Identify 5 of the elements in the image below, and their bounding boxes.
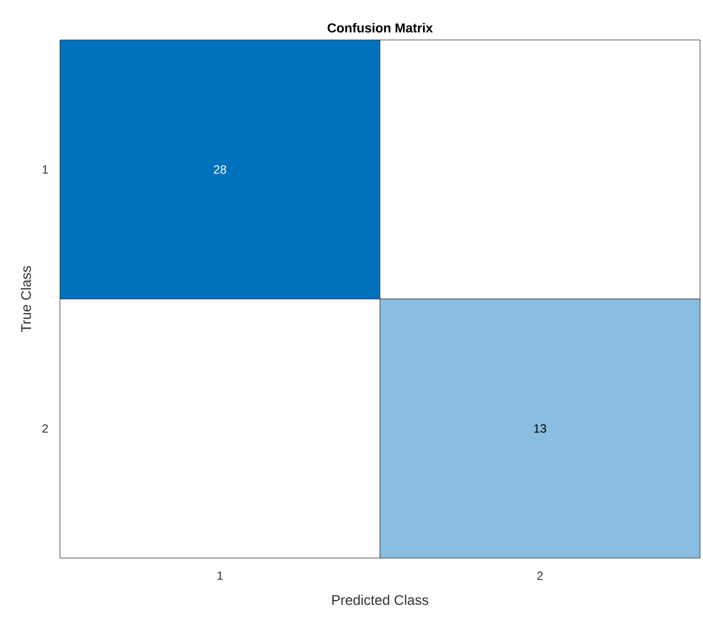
y-axis-title: True Class [20, 266, 31, 332]
chart-title: Confusion Matrix [328, 22, 433, 33]
data-label: 28 [214, 165, 226, 174]
x-axis-title: Predicted Class [332, 594, 428, 605]
data-label: 13 [534, 424, 546, 433]
